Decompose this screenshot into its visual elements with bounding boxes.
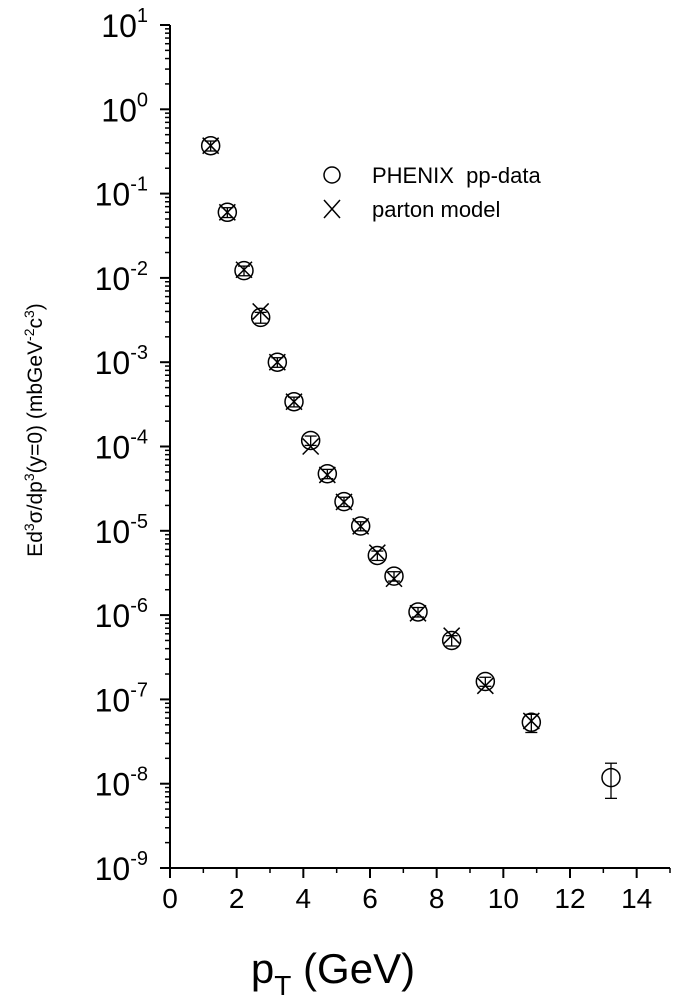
- y-tick-label: 10-7: [95, 679, 148, 718]
- y-tick-label: 101: [101, 5, 148, 44]
- cross-marker: [318, 466, 336, 484]
- data-point-phenix: [601, 762, 621, 800]
- cross-marker: [235, 261, 253, 279]
- data-point-phenix: [300, 430, 321, 451]
- legend-label-parton: parton model: [372, 197, 500, 222]
- x-axis-ticks: 0 2 4 6 8 10 12 14: [162, 868, 671, 914]
- y-axis-ticks: 10-9 10-8 10-7 10-6 10-5 10-4 10-3 10-2 10-1 100 1…: [95, 5, 170, 887]
- circle-marker: [475, 671, 496, 692]
- legend: PHENIX pp-data parton model: [323, 163, 542, 222]
- legend-circle-marker: [323, 166, 341, 184]
- circle-marker: [234, 260, 254, 281]
- legend-cross-marker: [323, 199, 341, 219]
- y-tick-label: 10-6: [95, 595, 148, 634]
- legend-item-parton: parton model: [323, 197, 500, 222]
- circle-marker: [408, 602, 428, 622]
- x-tick-label: 14: [621, 883, 652, 914]
- data-point-phenix: [521, 712, 542, 734]
- circle-marker: [300, 430, 321, 451]
- cross-marker: [443, 627, 461, 645]
- circle-marker: [601, 767, 621, 788]
- cross-marker: [352, 517, 370, 535]
- x-tick-label: 8: [429, 883, 445, 914]
- y-tick-label: 10-1: [95, 174, 148, 213]
- cross-marker: [385, 570, 403, 588]
- legend-label-phenix: PHENIX pp-data: [372, 163, 542, 188]
- circle-marker: [521, 712, 542, 733]
- cross-marker: [335, 493, 353, 511]
- x-tick-label: 0: [162, 883, 178, 914]
- x-tick-label: 6: [362, 883, 378, 914]
- data-point-phenix: [384, 566, 404, 586]
- data-point-phenix: [408, 602, 428, 622]
- x-tick-label: 12: [554, 883, 585, 914]
- circle-marker: [384, 566, 404, 586]
- circle-marker: [367, 545, 388, 566]
- data-marks: [200, 135, 621, 800]
- cross-marker: [285, 393, 303, 411]
- circle-marker: [267, 352, 288, 372]
- x-tick-label: 2: [229, 883, 245, 914]
- cross-marker: [409, 604, 427, 622]
- circle-marker: [441, 630, 462, 651]
- circle-marker: [334, 491, 354, 512]
- y-tick-label: 10-5: [95, 511, 148, 550]
- y-tick-label: 10-2: [95, 258, 148, 297]
- y-tick-label: 10-8: [95, 764, 148, 803]
- cross-marker: [218, 203, 236, 221]
- circle-marker: [317, 464, 338, 484]
- axes: [169, 25, 670, 869]
- y-tick-label: 10-3: [95, 342, 148, 381]
- cross-marker: [202, 137, 220, 155]
- circle-marker: [284, 391, 304, 412]
- circle-marker: [200, 135, 221, 156]
- y-tick-label: 10-9: [95, 848, 148, 887]
- data-point-phenix: [317, 464, 338, 484]
- circle-marker: [250, 307, 271, 328]
- circle-marker: [217, 202, 238, 223]
- cross-marker: [252, 302, 270, 320]
- x-axis-label: pT (GeV): [251, 945, 415, 1000]
- cross-marker: [302, 437, 320, 456]
- data-point-phenix: [367, 545, 388, 566]
- y-axis-label: Ed3σ/dp3(y=0) (mbGeV-2c3): [21, 303, 47, 557]
- circle-marker: [350, 516, 371, 536]
- cross-marker: [268, 353, 286, 371]
- legend-item-phenix: PHENIX pp-data: [323, 163, 542, 188]
- y-tick-label: 100: [101, 89, 148, 128]
- cross-marker: [522, 712, 540, 730]
- cross-marker: [476, 677, 494, 695]
- x-tick-label: 4: [296, 883, 312, 914]
- y-tick-label: 10-4: [95, 427, 148, 466]
- x-tick-label: 10: [488, 883, 519, 914]
- cross-marker: [368, 544, 386, 562]
- x-axis-label-subscript: T: [274, 970, 291, 1000]
- data-point-phenix: [475, 671, 496, 692]
- data-point-phenix: [441, 630, 462, 651]
